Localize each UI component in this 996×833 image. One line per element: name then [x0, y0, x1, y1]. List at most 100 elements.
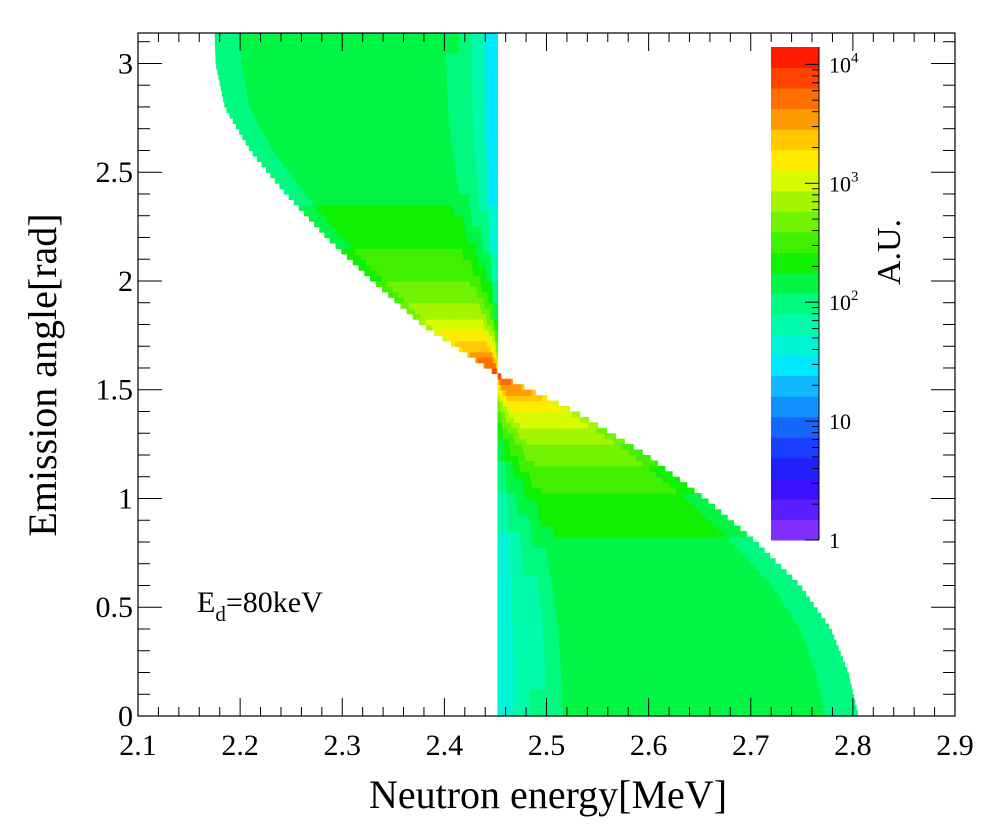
heatmap-cell — [527, 509, 539, 516]
heatmap-cell — [360, 215, 370, 222]
heatmap-cell — [611, 465, 620, 472]
heatmap-cell — [471, 302, 477, 309]
color-scale-step — [771, 88, 819, 110]
heatmap-cell — [483, 346, 486, 353]
heatmap-cell — [606, 438, 614, 445]
heatmap-cell — [373, 145, 386, 152]
heatmap-cell — [551, 433, 557, 440]
heatmap-cell — [407, 204, 417, 211]
heatmap-cell — [594, 688, 611, 695]
heatmap-cell — [490, 362, 492, 369]
heatmap-cell — [715, 607, 731, 614]
heatmap-cell — [573, 454, 582, 462]
heatmap-cell — [312, 106, 326, 113]
heatmap-cell — [319, 226, 328, 233]
heatmap-cell — [752, 596, 768, 603]
heatmap-cell — [568, 411, 573, 418]
heatmap-cell — [451, 139, 464, 146]
heatmap-cell — [633, 531, 646, 538]
heatmap-cell — [306, 68, 320, 75]
heatmap-cell — [449, 117, 462, 124]
heatmap-cell — [439, 188, 450, 195]
heatmap-cell — [639, 541, 653, 549]
heatmap-cell — [376, 177, 387, 184]
heatmap-cell — [635, 482, 645, 489]
heatmap-cell — [507, 389, 511, 396]
heatmap-cell — [443, 204, 453, 211]
heatmap-cell — [592, 460, 600, 467]
heatmap-cell — [475, 302, 481, 309]
heatmap-cell — [343, 58, 358, 65]
heatmap-cell — [439, 313, 445, 320]
heatmap-cell — [617, 482, 628, 489]
heatmap-cell — [506, 422, 512, 429]
heatmap-cell — [423, 308, 428, 315]
heatmap-cell — [574, 498, 585, 505]
heatmap-cell — [531, 482, 542, 489]
heatmap-cell — [321, 85, 335, 92]
heatmap-cell — [533, 422, 539, 429]
heatmap-cell — [801, 628, 817, 636]
heatmap-cell — [485, 275, 493, 282]
heatmap-cell — [394, 297, 400, 304]
heatmap-cell — [502, 400, 507, 407]
heatmap-cell — [497, 699, 515, 706]
heatmap-cell — [316, 204, 327, 211]
heatmap-cell — [514, 476, 523, 483]
heatmap-cell — [422, 221, 432, 228]
annotation-subscript: d — [215, 602, 226, 626]
heatmap-cell — [403, 291, 409, 298]
heatmap-cell — [484, 324, 489, 331]
heatmap-cell — [508, 525, 521, 532]
heatmap-cell — [468, 308, 474, 315]
heatmap-cell — [638, 656, 655, 663]
heatmap-cell — [481, 357, 483, 364]
heatmap-cell — [390, 123, 403, 130]
heatmap-cell — [509, 552, 523, 559]
heatmap-cell — [558, 628, 574, 636]
heatmap-cell — [398, 248, 406, 255]
heatmap-cell — [482, 237, 491, 244]
heatmap-cell — [591, 656, 608, 663]
heatmap-cell — [618, 525, 631, 532]
heatmap-cell — [556, 503, 568, 510]
heatmap-cell — [566, 482, 576, 489]
heatmap-cell — [318, 166, 330, 173]
heatmap-cell — [428, 139, 441, 146]
heatmap-cell — [497, 580, 512, 587]
heatmap-cell — [229, 112, 243, 119]
heatmap-cell — [404, 134, 417, 141]
heatmap-cell — [650, 498, 661, 505]
heatmap-cell — [305, 58, 319, 65]
heatmap-cell — [608, 552, 622, 559]
heatmap-cell — [366, 123, 380, 130]
heatmap-cell — [473, 128, 487, 135]
heatmap-cell — [285, 150, 298, 157]
heatmap-cell — [574, 563, 589, 570]
heatmap-cell — [659, 699, 677, 706]
heatmap-cell — [452, 335, 456, 342]
heatmap-cell — [245, 139, 258, 146]
heatmap-cell — [577, 574, 592, 581]
heatmap-cell — [319, 150, 332, 157]
heatmap-cell — [470, 253, 478, 260]
heatmap-cell — [459, 58, 473, 65]
heatmap-cell — [488, 340, 492, 347]
heatmap-cell — [363, 112, 377, 119]
heatmap-cell — [456, 172, 468, 179]
heatmap-cell — [364, 221, 374, 228]
heatmap-cell — [513, 672, 530, 679]
heatmap-cell — [439, 324, 443, 331]
heatmap-cell — [277, 134, 290, 141]
heatmap-cell — [273, 101, 287, 108]
heatmap-cell — [447, 280, 454, 288]
heatmap-cell — [351, 112, 365, 119]
heatmap-cell — [382, 68, 397, 75]
heatmap-cell — [279, 52, 293, 59]
heatmap-cell — [394, 33, 409, 37]
heatmap-cell — [394, 253, 403, 260]
heatmap-cell — [239, 128, 252, 135]
heatmap-cell — [497, 672, 515, 679]
heatmap-cell — [690, 618, 707, 625]
heatmap-cell — [469, 346, 472, 353]
